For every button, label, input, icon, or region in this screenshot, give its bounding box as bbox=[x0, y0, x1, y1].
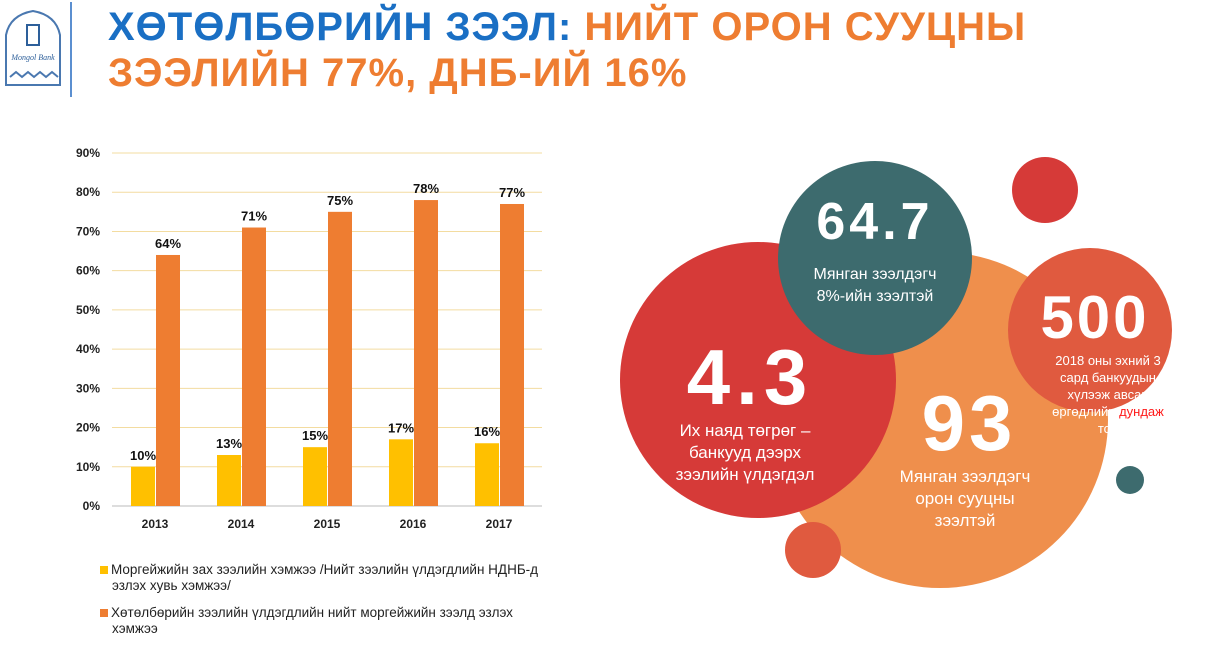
legend-label: Моргейжийн зах зээлийн хэмжээ /Нийт зээл… bbox=[111, 562, 539, 593]
page-title: ХӨТӨЛБӨРИЙН ЗЭЭЛ: НИЙТ ОРОН СУУЦНЫ ЗЭЭЛИ… bbox=[108, 4, 1026, 96]
bubble-text: Их наяд төгрөг – банкууд дээрх зээлийн ү… bbox=[675, 421, 815, 484]
legend-swatch bbox=[100, 566, 108, 574]
title-line2: ЗЭЭЛИЙН 77%, ДНБ-ИЙ 16% bbox=[108, 51, 688, 95]
bar bbox=[500, 203, 524, 506]
y-tick-label: 80% bbox=[76, 185, 100, 199]
legend-item-orange: Хөтөлбөрийн зээлийн үлдэгдлийн нийт морг… bbox=[100, 605, 540, 637]
bar bbox=[303, 447, 327, 506]
bar bbox=[328, 211, 352, 507]
mongol-bank-logo: Mongol Bank bbox=[2, 5, 64, 90]
data-label: 78% bbox=[413, 181, 439, 196]
bar bbox=[242, 227, 266, 506]
data-label: 10% bbox=[130, 448, 156, 463]
bubble-value: 64.7 bbox=[816, 193, 934, 251]
decor-circle bbox=[1012, 157, 1078, 223]
y-tick-label: 10% bbox=[76, 460, 100, 474]
y-tick-label: 30% bbox=[76, 381, 100, 395]
y-tick-label: 90% bbox=[76, 146, 100, 160]
bubble-text: Мянган зээлдэгч орон сууцны зээлтэй bbox=[899, 467, 1031, 530]
bubble-text-part: 2018 оны эхний 3 сард банкуудын хүлээж а… bbox=[1052, 353, 1161, 419]
divider bbox=[70, 2, 72, 97]
x-tick-label: 2015 bbox=[314, 517, 341, 531]
bar bbox=[389, 439, 413, 506]
x-tick-label: 2017 bbox=[486, 517, 513, 531]
x-tick-label: 2013 bbox=[142, 517, 169, 531]
bubble-value: 500 bbox=[1040, 284, 1150, 351]
data-label: 75% bbox=[327, 193, 353, 208]
bar bbox=[414, 200, 438, 507]
title-part2: НИЙТ ОРОН СУУЦНЫ bbox=[572, 5, 1027, 49]
y-tick-label: 60% bbox=[76, 264, 100, 278]
bubble-text: 2018 оны эхний 3 сард банкуудын хүлээж а… bbox=[1044, 352, 1172, 437]
decor-circle bbox=[785, 522, 841, 578]
bubble-value: 4.3 bbox=[686, 333, 814, 421]
x-tick-label: 2016 bbox=[400, 517, 427, 531]
bubble-value: 93 bbox=[921, 379, 1017, 467]
bubble-text-part: тоо bbox=[1097, 421, 1119, 436]
y-tick-label: 40% bbox=[76, 342, 100, 356]
y-tick-label: 70% bbox=[76, 224, 100, 238]
y-tick-label: 0% bbox=[83, 499, 101, 513]
x-tick-label: 2014 bbox=[228, 517, 255, 531]
bar bbox=[156, 254, 180, 506]
data-label: 16% bbox=[474, 424, 500, 439]
bar bbox=[131, 466, 155, 506]
data-label: 64% bbox=[155, 236, 181, 251]
y-tick-label: 50% bbox=[76, 303, 100, 317]
bar-chart: 0% 10% 20% 30% 40% 50% 60% 70% 80% 90% 2013 10% 64% 2… bbox=[76, 146, 542, 531]
data-label: 13% bbox=[216, 436, 242, 451]
legend-label: Хөтөлбөрийн зээлийн үлдэгдлийн нийт морг… bbox=[111, 605, 513, 636]
data-label: 17% bbox=[388, 420, 414, 435]
decor-circle bbox=[1116, 466, 1144, 494]
bubble-64-7 bbox=[778, 161, 972, 355]
data-label: 71% bbox=[241, 209, 267, 224]
legend-item-yellow: Моргейжийн зах зээлийн хэмжээ /Нийт зээл… bbox=[100, 562, 540, 594]
data-label: 15% bbox=[302, 428, 328, 443]
bubble-text-highlight: дундаж bbox=[1119, 404, 1164, 419]
title-part1: ХӨТӨЛБӨРИЙН ЗЭЭЛ: bbox=[108, 5, 573, 49]
bar bbox=[217, 455, 241, 506]
legend-swatch bbox=[100, 609, 108, 617]
bar bbox=[475, 443, 499, 506]
y-tick-label: 20% bbox=[76, 421, 100, 435]
svg-text:Mongol Bank: Mongol Bank bbox=[10, 53, 55, 62]
data-label: 77% bbox=[499, 185, 525, 200]
bubble-text: Мянган зээлдэгч 8%-ийн зээлтэй bbox=[813, 266, 937, 305]
